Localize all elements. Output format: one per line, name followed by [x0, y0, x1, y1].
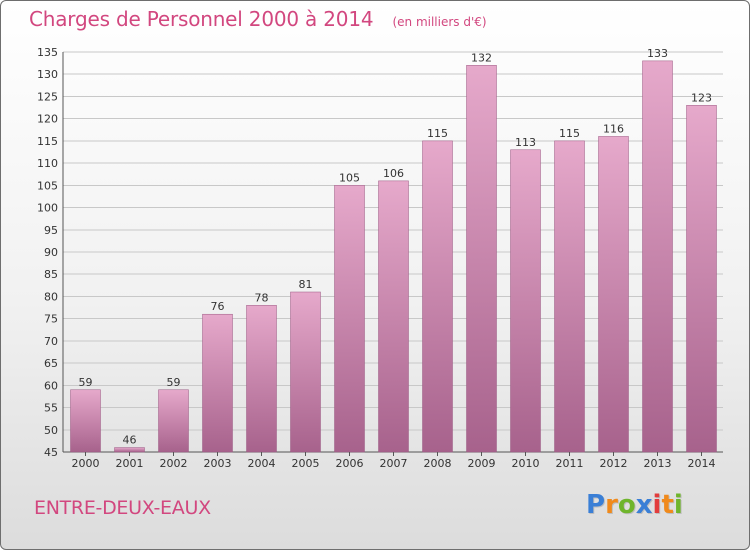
chart-title-row: Charges de Personnel 2000 à 2014 (en mil… [29, 7, 487, 31]
bar [158, 389, 189, 453]
x-tick-label: 2008 [424, 457, 452, 470]
data-label: 132 [471, 51, 492, 64]
data-label: 115 [559, 127, 580, 140]
x-tick-label: 2007 [380, 457, 408, 470]
data-label: 46 [123, 434, 137, 447]
y-tick-label: 80 [44, 290, 58, 303]
data-label: 106 [383, 167, 404, 180]
bar [334, 185, 365, 453]
data-label: 116 [603, 122, 624, 135]
x-tick-label: 2006 [336, 457, 364, 470]
y-tick-label: 65 [44, 357, 58, 370]
x-tick-label: 2000 [72, 457, 100, 470]
data-label: 59 [79, 376, 93, 389]
y-tick-label: 115 [37, 135, 58, 148]
x-tick-label: 2004 [248, 457, 276, 470]
logo-letter: x [635, 490, 653, 520]
y-tick-label: 120 [37, 113, 58, 126]
y-tick-label: 85 [44, 268, 58, 281]
y-tick-label: 130 [37, 68, 58, 81]
x-tick-label: 2012 [600, 457, 628, 470]
bar [466, 65, 497, 453]
y-tick-label: 75 [44, 313, 58, 326]
logo-letter: i [652, 490, 662, 520]
bar [642, 60, 673, 453]
data-label: 78 [255, 291, 269, 304]
chart-title: Charges de Personnel 2000 à 2014 [29, 7, 374, 31]
data-label: 123 [691, 91, 712, 104]
x-tick-label: 2003 [204, 457, 232, 470]
y-tick-label: 110 [37, 157, 58, 170]
data-label: 133 [647, 47, 668, 60]
logo-letter: P [586, 490, 606, 520]
x-tick-label: 2013 [644, 457, 672, 470]
bar [246, 305, 277, 453]
x-tick-label: 2009 [468, 457, 496, 470]
bar [290, 291, 321, 453]
bar [70, 389, 101, 453]
chart-subtitle: (en milliers d'€) [392, 15, 487, 29]
data-label: 81 [299, 278, 313, 291]
x-tick-label: 2011 [556, 457, 584, 470]
bar [554, 140, 585, 453]
y-tick-label: 125 [37, 90, 58, 103]
y-tick-label: 55 [44, 402, 58, 415]
y-tick-label: 135 [37, 46, 58, 59]
bar [114, 447, 145, 453]
logo-letter: r [605, 490, 618, 520]
x-tick-label: 2010 [512, 457, 540, 470]
data-label: 115 [427, 127, 448, 140]
x-tick-label: 2005 [292, 457, 320, 470]
bar [510, 149, 541, 453]
bar [202, 313, 233, 453]
bar [378, 180, 409, 453]
logo-letter: i [673, 490, 683, 520]
y-tick-label: 90 [44, 246, 58, 259]
data-label: 59 [167, 376, 181, 389]
bar [686, 105, 717, 453]
x-tick-label: 2002 [160, 457, 188, 470]
proxiti-logo: Proxiti [586, 490, 683, 520]
x-tick-label: 2001 [116, 457, 144, 470]
bar [598, 136, 629, 453]
y-tick-label: 95 [44, 224, 58, 237]
data-label: 113 [515, 136, 536, 149]
logo-letter: o [617, 490, 636, 520]
y-tick-label: 70 [44, 335, 58, 348]
data-label: 105 [339, 171, 360, 184]
y-tick-label: 105 [37, 179, 58, 192]
y-tick-label: 100 [37, 202, 58, 215]
y-tick-label: 45 [44, 446, 58, 459]
bar [422, 140, 453, 453]
logo-letter: t [661, 490, 674, 520]
commune-name: ENTRE-DEUX-EAUX [34, 497, 211, 519]
data-label: 76 [211, 300, 225, 313]
y-tick-label: 50 [44, 424, 58, 437]
x-tick-label: 2014 [688, 457, 716, 470]
y-tick-label: 60 [44, 379, 58, 392]
